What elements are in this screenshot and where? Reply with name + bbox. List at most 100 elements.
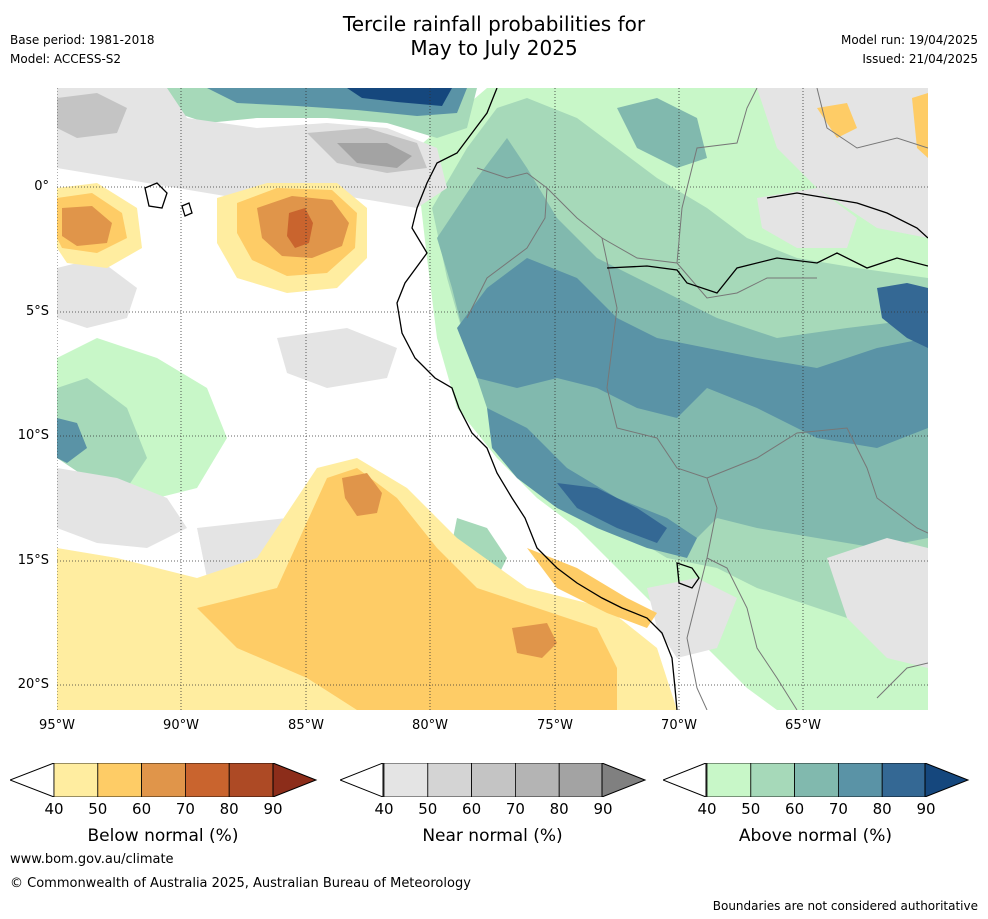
colorbar-below-normal-high-cap <box>272 762 318 798</box>
colorbar-below-normal-tick-90: 90 <box>263 800 283 818</box>
colorbar-near-normal <box>338 762 650 801</box>
model-name: Model: ACCESS-S2 <box>10 52 122 66</box>
probability-map <box>57 88 928 710</box>
colorbar-above-normal-tick-60: 60 <box>785 800 805 818</box>
base-period: Base period: 1981-2018 <box>10 33 155 47</box>
longitude-label-90w: 90°W <box>163 718 199 733</box>
colorbar-near-normal-cell-40 <box>383 762 429 798</box>
colorbar-above-normal-cell-80 <box>881 762 927 798</box>
colorbar-near-normal-svg <box>338 762 647 798</box>
colorbar-near-normal-high-cap <box>601 762 647 798</box>
longitude-label-85w: 85°W <box>288 718 324 733</box>
colorbar-near-normal-cell-60 <box>471 762 516 798</box>
colorbar-near-normal-cell-70 <box>514 762 560 798</box>
colorbar-below-normal-tick-40: 40 <box>44 800 64 818</box>
below-normal-peru-coast <box>527 548 657 628</box>
colorbar-above-normal-tick-70: 70 <box>828 800 848 818</box>
above-normal-80-brazil <box>877 283 928 348</box>
colorbar-above-normal-tick-80: 80 <box>872 800 892 818</box>
colorbar-near-normal-tick-40: 40 <box>374 800 394 818</box>
colorbar-above-normal-tick-40: 40 <box>697 800 717 818</box>
colorbar-near-normal-cell-50 <box>427 762 473 798</box>
colorbar-above-normal-label: Above normal (%) <box>738 826 893 846</box>
above-normal-70-west <box>57 418 87 463</box>
longitude-label-95w: 95°W <box>39 718 75 733</box>
footer-url: www.bom.gov.au/climate <box>10 852 174 867</box>
colorbar-above-normal-cell-60 <box>794 762 839 798</box>
latitude-label-5s: 5°S <box>25 304 49 319</box>
below-normal-south-50 <box>197 468 617 710</box>
colorbar-below-normal-label: Below normal (%) <box>87 826 239 846</box>
colorbar-near-normal-tick-50: 50 <box>418 800 438 818</box>
map-title: Tercile rainfall probabilities for May t… <box>0 12 988 60</box>
near-normal-southwest <box>57 468 187 548</box>
colorbar-near-normal-tick-70: 70 <box>505 800 525 818</box>
colorbar-above-normal-tick-50: 50 <box>741 800 761 818</box>
colorbar-above-normal-svg <box>661 762 970 798</box>
below-normal-south-60b <box>512 623 557 658</box>
colorbar-below-normal-cell-40 <box>53 762 99 798</box>
below-normal-northeast <box>817 103 857 138</box>
colorbar-below-normal-tick-80: 80 <box>219 800 239 818</box>
near-normal-west-mid <box>57 258 137 328</box>
colorbar-near-normal-cell-80 <box>558 762 604 798</box>
near-normal-east-1 <box>757 188 857 248</box>
title-line-2: May to July 2025 <box>410 36 578 60</box>
colorbar-below-normal-low-cap <box>8 762 55 798</box>
above-normal-70-region <box>457 258 928 448</box>
above-normal-60-region <box>437 138 928 548</box>
below-normal-east <box>912 93 928 158</box>
above-normal-north-deep <box>347 88 452 106</box>
colorbar-near-normal-tick-80: 80 <box>549 800 569 818</box>
metadata-right: Model run: 19/04/2025 Issued: 21/04/2025 <box>841 31 978 69</box>
colorbar-below-normal-svg <box>8 762 318 798</box>
above-normal-50-west <box>57 378 147 488</box>
colorbar-below-normal <box>8 762 320 801</box>
colorbar-below-normal-cell-50 <box>97 762 143 798</box>
colorbar-near-normal-low-cap <box>338 762 384 798</box>
colorbar-above-normal-high-cap <box>924 762 970 798</box>
near-normal-center <box>277 328 397 388</box>
colorbar-below-normal-cell-70 <box>184 762 230 798</box>
longitude-label-65w: 65°W <box>785 718 821 733</box>
colorbar-above-normal-low-cap <box>661 762 707 798</box>
near-normal-southeast <box>827 538 928 668</box>
coastlines <box>144 88 928 710</box>
latitude-label-0: 0° <box>34 179 49 194</box>
below-normal-west-60 <box>62 206 112 246</box>
near-normal-northeast <box>757 88 928 238</box>
longitude-label-80w: 80°W <box>412 718 448 733</box>
colorbar-near-normal-tick-60: 60 <box>462 800 482 818</box>
latitude-label-20s: 20°S <box>17 677 49 692</box>
longitude-label-75w: 75°W <box>537 718 573 733</box>
issued-date: Issued: 21/04/2025 <box>862 52 978 66</box>
colorbar-below-normal-tick-50: 50 <box>88 800 108 818</box>
colorbar-above-normal-tick-90: 90 <box>916 800 936 818</box>
colorbar-below-normal-cell-60 <box>141 762 186 798</box>
metadata-left: Base period: 1981-2018 Model: ACCESS-S2 <box>10 31 155 69</box>
title-line-1: Tercile rainfall probabilities for <box>342 12 646 36</box>
below-normal-equator-70 <box>287 208 313 248</box>
longitude-label-70w: 70°W <box>661 718 697 733</box>
country-borders <box>466 88 928 710</box>
gridlines <box>57 88 928 710</box>
colorbar-above-normal-cell-70 <box>837 762 883 798</box>
near-normal-northwest <box>57 88 447 208</box>
footer-note: Boundaries are not considered authoritat… <box>712 899 978 913</box>
near-normal-north-70 <box>337 143 412 168</box>
colorbar-above-normal <box>661 762 973 801</box>
above-normal-80-peru <box>557 483 667 543</box>
colorbar-above-normal-cell-50 <box>750 762 796 798</box>
model-run: Model run: 19/04/2025 <box>840 33 978 47</box>
near-normal-northwest-60 <box>57 93 127 138</box>
colorbar-above-normal-cell-40 <box>706 762 752 798</box>
colorbar-near-normal-label: Near normal (%) <box>422 826 563 846</box>
map-canvas <box>57 88 928 710</box>
below-normal-south-60 <box>342 473 382 516</box>
colorbar-below-normal-tick-70: 70 <box>175 800 195 818</box>
latitude-label-15s: 15°S <box>17 553 49 568</box>
colorbar-below-normal-cell-80 <box>228 762 274 798</box>
above-normal-60-north <box>617 98 707 168</box>
colorbar-below-normal-tick-60: 60 <box>132 800 152 818</box>
colorbar-near-normal-tick-90: 90 <box>593 800 613 818</box>
